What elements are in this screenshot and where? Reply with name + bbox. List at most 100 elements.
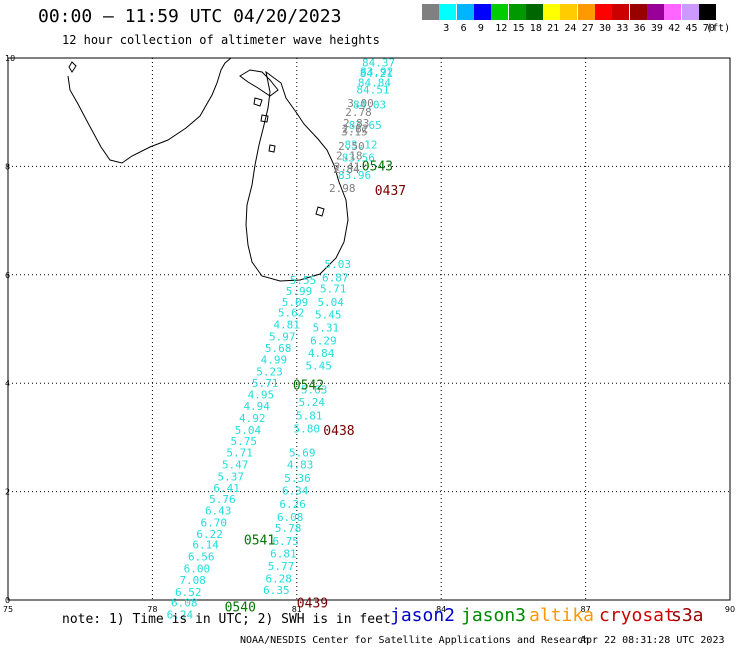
wave-height-reading: 4.84	[308, 347, 335, 360]
scale-label: 12	[495, 23, 508, 34]
lon-tick-label: 90	[725, 605, 735, 614]
scale-swatch	[629, 4, 647, 20]
wave-height-reading: 4.95	[248, 389, 275, 402]
scale-label: 3	[443, 23, 450, 34]
wave-height-reading: 4.81	[273, 319, 300, 332]
wave-height-reading: 6.14	[192, 539, 219, 552]
wave-height-reading: 5.47	[222, 459, 249, 472]
wave-height-reading: 5.55	[290, 274, 317, 287]
scale-label: 24	[564, 23, 577, 34]
lon-tick-label: 84	[436, 605, 446, 614]
wave-height-reading: 84.21	[360, 67, 393, 80]
scale-swatch	[612, 4, 630, 20]
wave-height-reading: 5.36	[284, 472, 311, 485]
wave-height-reading: 6.35	[263, 584, 290, 597]
lon-tick-label: 78	[147, 605, 157, 614]
map-frame	[7, 57, 731, 601]
wave-height-reading: 6.56	[188, 551, 215, 564]
footer-note: note: 1) Time is in UTC; 2) SWH is in fe…	[62, 612, 391, 627]
coastline	[67, 57, 349, 282]
wave-height-reading: 83.96	[338, 169, 371, 182]
pass-time-label: 0437	[375, 184, 406, 199]
wave-height-reading: 5.77	[268, 560, 295, 573]
wave-height-reading: 2.78	[345, 106, 372, 119]
wave-height-reading: 3.00	[347, 97, 374, 110]
wave-height-reading: 5.09	[282, 296, 309, 309]
wave-height-reading: 6.34	[282, 485, 309, 498]
wave-height-reading: 6.81	[270, 547, 297, 560]
scale-unit: (ft)	[706, 23, 731, 34]
wave-height-reading: 84.37	[362, 56, 395, 69]
wave-height-reading: 6.29	[310, 334, 337, 347]
wave-height-reading: 5.80	[294, 423, 321, 436]
wave-height-reading: 84.03	[353, 99, 386, 112]
scale-swatch	[681, 4, 699, 20]
scale-swatch	[646, 4, 664, 20]
scale-swatch	[664, 4, 682, 20]
scale-label: 9	[477, 23, 484, 34]
lon-tick-label: 87	[581, 605, 591, 614]
scale-swatch	[456, 4, 474, 20]
wave-height-reading: 7.08	[179, 574, 206, 587]
wave-height-reading: 3.15	[341, 126, 368, 139]
wave-height-reading: 6.75	[272, 535, 299, 548]
wave-height-reading: 5.78	[275, 522, 302, 535]
wave-height-reading: 5.99	[286, 285, 313, 298]
satellite-label: jason2	[390, 605, 456, 626]
wave-height-reading: 5.97	[269, 331, 296, 344]
lat-tick-label: 6	[5, 271, 10, 280]
scale-label: 36	[633, 23, 646, 34]
wave-height-reading: 5.62	[278, 307, 305, 320]
satellite-label: jason3	[461, 605, 527, 626]
wave-height-reading: 6.52	[175, 586, 202, 599]
pass-time-label: 0542	[293, 378, 324, 393]
wave-height-reading: 4.92	[239, 412, 266, 425]
wave-height-reading: 5.68	[265, 342, 292, 355]
scale-label: 15	[512, 23, 525, 34]
scale-swatch	[577, 4, 595, 20]
pass-time-label: 0439	[297, 597, 328, 612]
footer-timestamp: Apr 22 08:31:28 UTC 2023	[580, 635, 725, 646]
lat-tick-label: 0	[5, 596, 10, 605]
wave-height-reading: 5.24	[299, 396, 326, 409]
scale-swatch	[508, 4, 526, 20]
wave-height-reading: 5.03	[325, 258, 352, 271]
scale-swatch	[525, 4, 543, 20]
wave-height-reading: 83.56	[342, 152, 375, 165]
wave-height-reading: 5.45	[305, 359, 332, 372]
wave-height-reading: 2.83	[343, 117, 370, 130]
wave-height-reading: 6.43	[205, 505, 232, 518]
lon-tick-label: 75	[3, 605, 13, 614]
coastal-islet-4	[315, 206, 325, 217]
wave-height-reading: 4.94	[243, 400, 270, 413]
wave-height-reading: 5.45	[315, 308, 342, 321]
scale-label: 45	[685, 23, 698, 34]
wave-height-reading: 4.99	[261, 353, 288, 366]
wave-height-reading: 6.26	[279, 498, 306, 511]
pass-time-label: 0438	[323, 424, 354, 439]
wave-height-reading: 2.18	[336, 150, 363, 163]
wave-height-reading: 5.71	[226, 447, 253, 460]
scale-swatch	[698, 4, 716, 20]
scale-label: 70	[702, 23, 715, 34]
wave-height-reading: 5.63	[301, 384, 328, 397]
scale-label: 6	[460, 23, 467, 34]
pass-time-labels: 0543 0437 0542 0438 0541 0540 0439	[225, 159, 407, 615]
scale-swatch	[560, 4, 578, 20]
scale-swatch	[595, 4, 612, 20]
scale-swatch	[422, 4, 439, 20]
wave-height-reading: 5.81	[296, 410, 323, 423]
lat-tick-label: 8	[5, 162, 10, 171]
wave-height-reading: 6.87	[322, 272, 349, 285]
scale-label: 27	[581, 23, 594, 34]
wave-height-reading: 5.04	[235, 424, 262, 437]
wave-height-reading: 6.08	[171, 597, 198, 610]
wave-height-reading: 84.84	[358, 76, 391, 89]
wave-height-reading: 84.51	[356, 83, 389, 96]
satellite-label: cryosat	[599, 605, 675, 626]
scale-label: 18	[529, 23, 542, 34]
footer-credit: NOAA/NESDIS Center for Satellite Applica…	[240, 635, 590, 646]
wave-height-reading: 5.31	[313, 321, 340, 334]
wave-height-reading: 6.41	[213, 482, 240, 495]
scale-label: 33	[616, 23, 629, 34]
